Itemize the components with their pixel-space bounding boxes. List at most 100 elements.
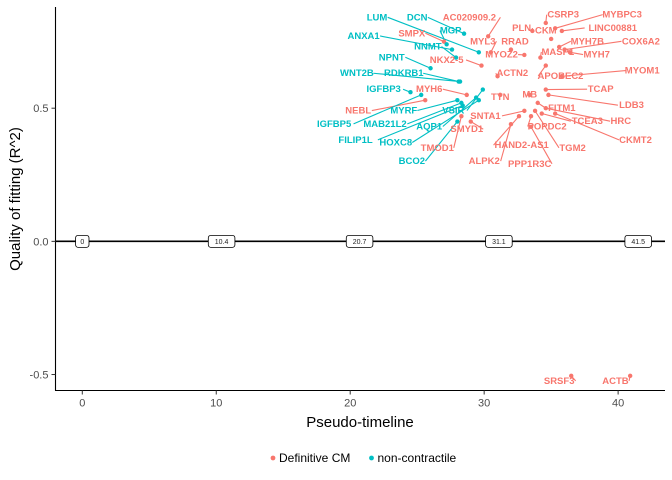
reference-marker-label: 20.7 (353, 239, 367, 246)
leader-line (564, 40, 622, 51)
gene-label: CSRP3 (547, 10, 579, 21)
leader-line (441, 46, 457, 59)
gene-label: RDKRB1 (384, 68, 424, 79)
leader-line (453, 116, 462, 148)
gene-label: ACTN2 (496, 68, 528, 79)
leader-line (427, 16, 465, 35)
data-point (455, 119, 460, 124)
leader-line (569, 51, 584, 56)
reference-marker-box (345, 234, 374, 248)
leader-line (411, 99, 480, 143)
gene-label: ANXA1 (347, 31, 380, 42)
gene-label: MYOZ2 (485, 50, 518, 61)
reference-marker-label: 31.1 (492, 239, 506, 246)
data-point (538, 55, 543, 60)
gene-label: SRSF3 (544, 376, 575, 387)
data-point (528, 124, 534, 130)
data-point (522, 52, 527, 58)
plot-axes (54, 7, 665, 392)
reference-marker-box (485, 234, 513, 248)
leader-line (493, 115, 520, 146)
gene-label: TCAP (588, 84, 615, 95)
legend: Definitive CM non-contractile (270, 451, 457, 465)
data-point (543, 63, 548, 68)
data-point (569, 373, 574, 379)
data-point (423, 98, 428, 103)
y-tick-label: 0.0 (33, 236, 48, 248)
leader-line (424, 121, 458, 162)
data-point (559, 74, 565, 79)
x-axis-title: Pseudo-timeline (306, 414, 414, 431)
data-point (522, 108, 527, 114)
gene-label: TMOD1 (421, 143, 455, 154)
gene-label: IGFBP5 (317, 119, 352, 130)
data-point (562, 47, 567, 52)
gene-label: MYBPC3 (602, 10, 642, 21)
leader-line (379, 35, 453, 51)
gene-label: POPDC2 (528, 122, 567, 133)
data-point (556, 44, 562, 50)
leader-line (373, 72, 461, 83)
reference-marker-label: 0 (80, 239, 84, 246)
gene-label: BCO2 (399, 156, 425, 167)
leader-line (561, 70, 626, 77)
reference-marker-label: 41.5 (631, 239, 645, 246)
leader-line (487, 17, 501, 37)
gene-label: IGFBP3 (367, 84, 401, 95)
gene-label: PPP1R3C (508, 159, 551, 170)
gene-label: ACTB (602, 376, 629, 387)
y-tick-label: -0.5 (30, 370, 49, 382)
data-point (408, 90, 413, 95)
data-point (543, 87, 548, 92)
data-point (441, 39, 447, 44)
data-point (543, 20, 548, 26)
data-point (419, 92, 424, 98)
data-point (459, 113, 464, 119)
x-tick-label: 10 (210, 398, 222, 410)
gene-label: HOXC8 (379, 137, 412, 148)
data-point (552, 111, 558, 116)
leader-line (405, 56, 431, 69)
leader-line (371, 99, 426, 112)
leader-line (425, 32, 445, 43)
gene-label: MYL3 (470, 36, 495, 47)
data-point (428, 66, 433, 71)
data-point (453, 55, 459, 60)
data-point (552, 26, 558, 31)
leader-line (470, 121, 484, 130)
gene-label: NPNT (379, 52, 405, 63)
gene-label: CKM (535, 26, 557, 37)
label-leader-lines (353, 14, 631, 382)
gene-label: TGM2 (559, 143, 585, 154)
leader-line (500, 124, 512, 162)
data-point (516, 113, 522, 119)
data-point (473, 95, 479, 100)
gene-label: VSIR (442, 106, 464, 117)
data-point (444, 42, 449, 47)
x-tick-label: 40 (612, 398, 624, 410)
data-point (527, 92, 532, 98)
gene-label: MGP (440, 26, 462, 37)
leader-line (545, 107, 611, 122)
gene-label: MYH6 (416, 84, 442, 95)
data-point (508, 47, 514, 52)
leader-line (561, 27, 585, 32)
leader-line (387, 16, 479, 53)
leader-line (530, 126, 553, 165)
y-axis-ticks: -0.5 0.0 0.5 (30, 103, 56, 382)
leader-line (442, 88, 467, 96)
data-point (461, 31, 467, 36)
gene-label: AQP1 (416, 122, 443, 133)
data-point (548, 36, 554, 42)
gene-label: MYRF (390, 106, 417, 117)
leader-line (377, 105, 463, 141)
legend-key (270, 455, 276, 461)
x-tick-label: 20 (344, 398, 356, 410)
x-axis-ticks: 0 10 20 30 40 (79, 390, 624, 410)
data-point (460, 103, 465, 108)
gene-label: LINC00881 (588, 23, 637, 34)
gene-label: MYOM1 (625, 66, 661, 77)
data-point (449, 47, 455, 52)
data-point (495, 74, 500, 79)
legend-key (369, 455, 374, 461)
